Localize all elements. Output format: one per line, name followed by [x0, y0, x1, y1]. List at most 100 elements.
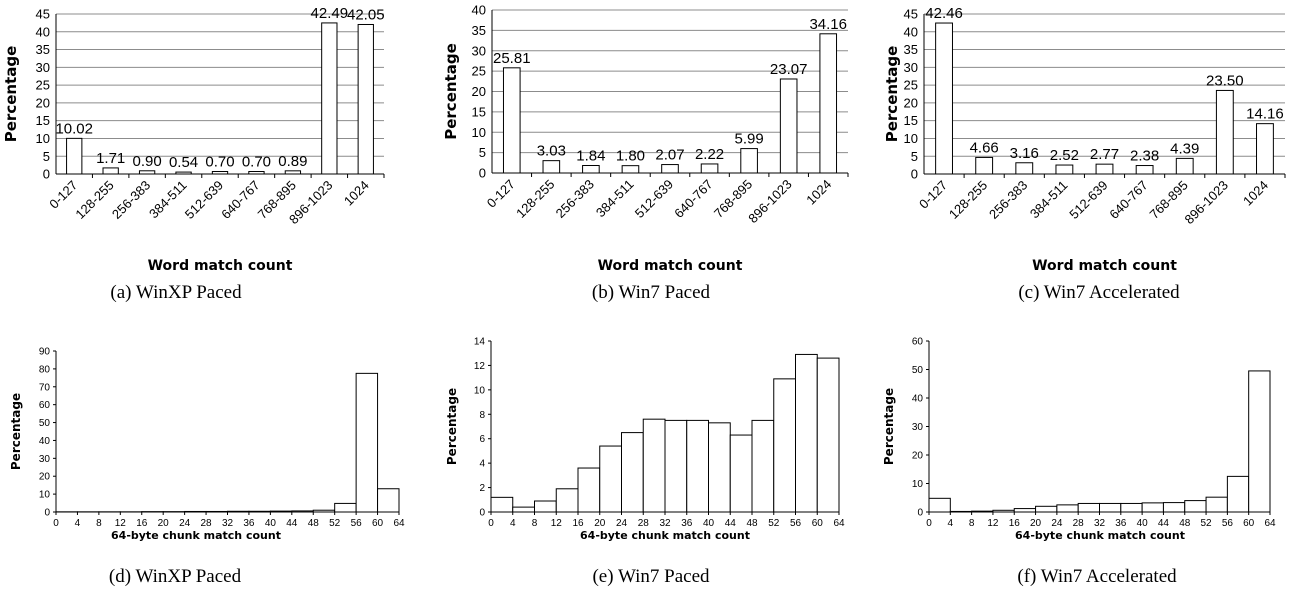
x-tick-label: 640-767: [218, 178, 262, 222]
bar: [1077, 502, 1100, 513]
x-tick-label: 64: [393, 518, 405, 529]
x-axis-label: 64-byte chunk match count: [111, 529, 281, 542]
bar: [621, 165, 640, 174]
x-tick-label: 32: [659, 518, 671, 529]
data-label: 4.39: [1170, 140, 1199, 157]
y-tick-label: 10: [912, 479, 924, 490]
x-tick-label: 60: [1243, 518, 1255, 529]
data-label: 2.22: [695, 146, 724, 163]
y-tick-label: 35: [904, 42, 918, 57]
bar: [819, 33, 838, 174]
x-tick-label: 512-639: [632, 177, 676, 221]
x-tick-label: 8: [96, 518, 102, 529]
bar: [621, 432, 644, 513]
x-tick-label: 56: [1222, 518, 1234, 529]
bar: [534, 500, 557, 513]
bar: [740, 148, 758, 174]
y-tick-label: 20: [904, 95, 918, 110]
y-tick-label: 30: [912, 422, 924, 433]
x-tick-label: 256-383: [986, 178, 1030, 222]
x-tick-label: 128-255: [72, 178, 116, 222]
bar: [935, 22, 953, 175]
x-tick-label: 1024: [1240, 178, 1271, 209]
bar: [729, 434, 753, 513]
y-tick-label: 2: [479, 483, 485, 494]
x-tick-label: 512-639: [182, 178, 226, 222]
bar: [599, 445, 622, 513]
x-tick-label: 4: [75, 518, 81, 529]
y-tick-label: 35: [36, 42, 50, 57]
x-tick-label: 640-767: [1106, 178, 1150, 222]
x-tick-label: 48: [1179, 518, 1191, 529]
data-label: 2.07: [655, 147, 684, 164]
bar: [1175, 157, 1194, 175]
x-tick-label: 20: [158, 518, 170, 529]
panel-caption: (f) Win7 Accelerated: [1017, 566, 1177, 587]
x-tick-label: 32: [1094, 518, 1106, 529]
x-tick-label: 256-383: [553, 177, 597, 221]
y-tick-label: 0: [479, 166, 486, 181]
data-label: 0.90: [133, 153, 162, 170]
x-axis-label: 64-byte chunk match count: [1015, 529, 1185, 542]
x-tick-label: 128-255: [513, 177, 557, 221]
y-tick-label: 60: [912, 337, 924, 348]
y-tick-label: 25: [472, 64, 486, 79]
x-tick-label: 28: [201, 518, 213, 529]
bar: [291, 510, 314, 513]
bar: [502, 67, 521, 174]
bar: [355, 372, 379, 513]
y-tick-label: 50: [912, 365, 924, 376]
bar: [1256, 123, 1274, 175]
bar: [312, 509, 336, 513]
bar: [992, 509, 1015, 513]
x-tick-label: 0-127: [484, 177, 518, 211]
y-tick-label: 15: [904, 113, 918, 128]
y-tick-label: 30: [472, 43, 486, 58]
y-axis-label: Percentage: [2, 46, 20, 143]
data-label: 1.84: [576, 148, 605, 165]
x-tick-label: 8: [532, 518, 538, 529]
x-tick-label: 12: [987, 518, 999, 529]
data-label: 0.70: [242, 154, 271, 171]
y-axis-label: Percentage: [882, 388, 896, 465]
bar: [949, 510, 973, 513]
x-tick-label: 64: [833, 518, 845, 529]
x-tick-label: 0: [53, 518, 59, 529]
x-tick-label: 36: [243, 518, 255, 529]
y-tick-label: 30: [39, 454, 51, 465]
y-tick-label: 5: [911, 149, 918, 164]
bar: [1141, 502, 1164, 513]
x-tick-label: 24: [1051, 518, 1063, 529]
bar: [184, 510, 207, 513]
bar: [175, 171, 192, 175]
y-tick-label: 0: [911, 167, 918, 182]
bar: [971, 510, 994, 513]
y-tick-label: 20: [39, 472, 51, 483]
x-tick-label: 1024: [803, 177, 834, 208]
x-tick-label: 0: [488, 518, 494, 529]
x-tick-label: 36: [1115, 518, 1127, 529]
bar: [269, 510, 293, 513]
x-tick-label: 28: [1073, 518, 1085, 529]
bar: [708, 422, 731, 513]
y-axis-label: Percentage: [442, 43, 460, 140]
data-label: 42.49: [311, 5, 349, 22]
chart-panel-a: 0 5 10 15 20 25 30 35 40 45 Percentage 10.02 0-127 1.…: [2, 5, 385, 303]
bar: [779, 78, 798, 174]
y-tick-label: 70: [39, 382, 51, 393]
y-tick-label: 30: [36, 60, 50, 75]
bar: [661, 164, 679, 174]
data-label: 34.16: [809, 16, 847, 33]
bar: [138, 170, 156, 175]
bar: [1215, 89, 1234, 175]
x-tick-label: 0-127: [46, 178, 80, 212]
bar: [1184, 500, 1207, 513]
x-tick-label: 44: [725, 518, 737, 529]
data-label: 3.03: [537, 143, 566, 160]
x-axis-label: Word match count: [148, 258, 293, 274]
y-tick-label: 10: [474, 385, 486, 396]
x-tick-label: 12: [115, 518, 127, 529]
